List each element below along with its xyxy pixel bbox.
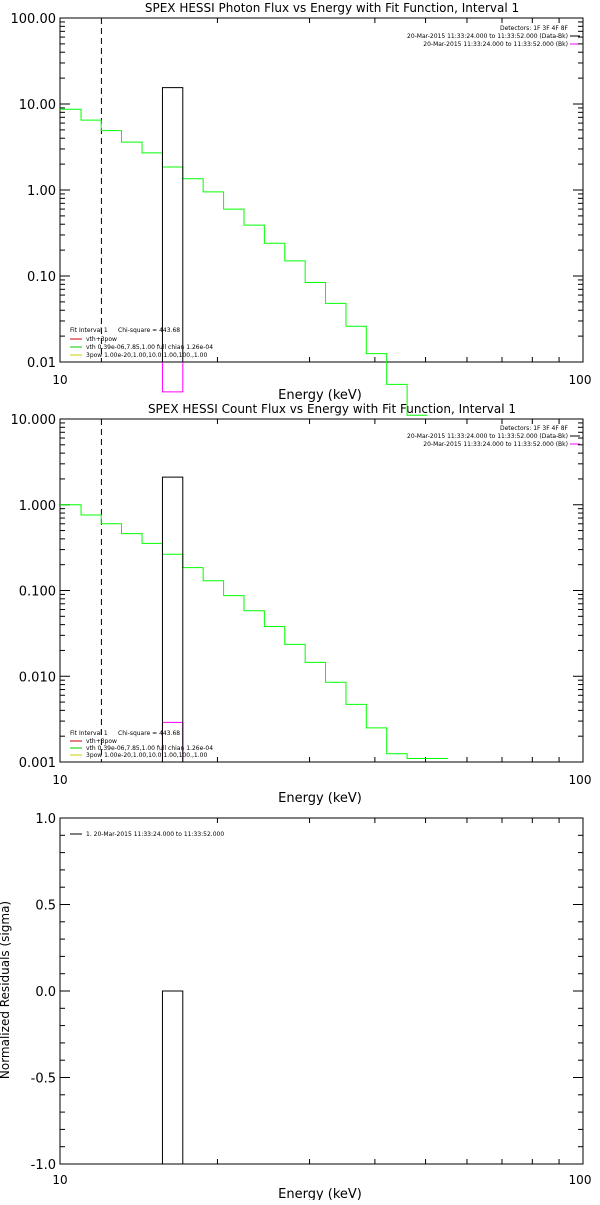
count-legend-chi-square: Chi-square = 443.68 <box>118 730 180 737</box>
panel2-model-series-line <box>60 504 448 759</box>
residual-xtick-10: 10 <box>52 1173 67 1187</box>
residual-y-axis-label: Normalized Residuals (sigma) <box>0 901 12 1079</box>
panel3-plot-frame <box>59 817 584 1165</box>
count-xtick-100: 100 <box>569 773 592 787</box>
panel2-ytick-label-3: 0.010 <box>19 670 56 685</box>
count-flux-title: SPEX HESSI Count Flux vs Energy with Fit… <box>148 402 516 416</box>
residual-x-axis-label: Energy (keV) <box>278 1187 362 1200</box>
residual-legend-item: 1. 20-Mar-2015 11:33:24.000 to 11:33:52.… <box>86 831 224 838</box>
count-legend-fit-interval: Fit Interval 1 <box>70 730 108 737</box>
panel1-data-bar <box>161 87 184 362</box>
panel3-ytick-label-4: -1.0 <box>31 1158 56 1173</box>
panel3-ytick-label-0: 1.0 <box>35 812 56 827</box>
panel2-ytick-label-1: 1.000 <box>19 499 56 514</box>
photon-time-bk: 20-Mar-2015 11:33:24.000 to 11:33:52.000… <box>423 41 568 48</box>
panel1-ytick-label-1: 10.00 <box>19 98 56 113</box>
photon-flux-title: SPEX HESSI Photon Flux vs Energy with Fi… <box>145 1 519 15</box>
panel2-ytick-label-2: 0.100 <box>19 585 56 600</box>
panel-count-flux: SPEX HESSI Count Flux vs Energy with Fit… <box>52 402 591 806</box>
panel2-plot-frame <box>59 418 584 763</box>
panel1-plot-frame <box>59 17 584 363</box>
count-x-axis-label: Energy (keV) <box>278 791 362 806</box>
panel3-ytick-label-2: 0.0 <box>35 985 56 1000</box>
photon-legend-item-vth: vth 0.39e-06,7.85,1.00 full chian 1.26e-… <box>86 344 213 351</box>
photon-xtick-10: 10 <box>52 373 67 387</box>
count-legend-item-3pow: 3pow 1.00e-20,1.00,10.0,1.00,100.,1.00 <box>86 752 207 759</box>
panel1-ytick-label-2: 1.00 <box>27 184 56 199</box>
panel2-ytick-label-0: 10.000 <box>11 413 57 428</box>
photon-legend-fit-interval: Fit Interval 1 <box>70 327 108 334</box>
panel3-ytick-label-1: 0.5 <box>35 899 56 914</box>
panel1-ytick-label-4: 0.01 <box>27 356 56 371</box>
photon-x-axis-label: Energy (keV) <box>278 388 362 403</box>
panel3-ytick-label-3: -0.5 <box>31 1072 56 1087</box>
count-xtick-10: 10 <box>52 773 67 787</box>
photon-xtick-100: 100 <box>569 373 592 387</box>
panel1-ytick-label-0: 100.00 <box>11 12 57 27</box>
residual-xtick-100: 100 <box>569 1173 592 1187</box>
panel-photon-flux: SPEX HESSI Photon Flux vs Energy with Fi… <box>52 1 591 403</box>
panel-residuals: 1. 20-Mar-2015 11:33:24.000 to 11:33:52.… <box>0 831 592 1202</box>
count-time-bk: 20-Mar-2015 11:33:24.000 to 11:33:52.000… <box>423 441 568 448</box>
count-detectors-label: Detectors: 1F 3F 4F 8F <box>500 425 569 432</box>
panel1-model-series-line <box>60 108 428 416</box>
panel1-ytick-label-3: 0.10 <box>27 270 56 285</box>
photon-detectors-label: Detectors: 1F 3F 4F 8F <box>500 25 569 32</box>
panel2-ytick-label-4: 0.001 <box>19 756 56 771</box>
photon-legend-item-3pow: 3pow 1.00e-20,1.00,10.0,1.00,100.,1.00 <box>86 352 207 359</box>
count-legend-item-vth: vth 0.39e-06,7.85,1.00 full chian 1.26e-… <box>86 745 213 752</box>
photon-time-data-bk: 20-Mar-2015 11:33:24.000 to 11:33:52.000… <box>407 33 568 40</box>
panel2-data-bar <box>161 476 184 762</box>
count-time-data-bk: 20-Mar-2015 11:33:24.000 to 11:33:52.000… <box>407 433 568 440</box>
photon-legend-chi-square: Chi-square = 443.68 <box>118 327 180 334</box>
panel1-background-bar <box>161 362 184 393</box>
panel3-residual-bar <box>161 990 184 1164</box>
